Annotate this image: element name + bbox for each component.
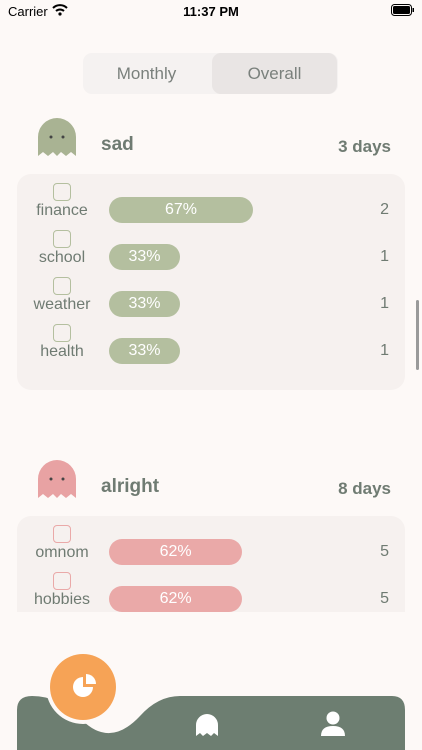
category-label: omnom: [35, 544, 89, 561]
scroll-area: sad 3 days finance 67% 2 school 33% 1 weather 33%…: [0, 100, 422, 612]
mood-name: alright: [101, 476, 160, 497]
category-icon: [53, 324, 71, 342]
category-label: finance: [36, 202, 88, 219]
mood-icon: [38, 460, 76, 498]
percent-bar: 33%: [109, 291, 180, 317]
category-count: 1: [380, 342, 389, 359]
mood-card: finance 67% 2 school 33% 1 weather 33% 1 health 33…: [17, 174, 405, 390]
tab-bar: [17, 650, 405, 750]
mood-tab[interactable]: [196, 714, 218, 736]
mood-days: 3 days: [338, 137, 391, 156]
clock: 11:37 PM: [183, 4, 239, 19]
mood-name: sad: [101, 134, 134, 155]
category-count: 2: [380, 201, 389, 218]
tab-option[interactable]: Monthly: [84, 53, 209, 94]
percent-bar: 33%: [109, 338, 180, 364]
category-label: school: [38, 249, 86, 266]
category-icon: [53, 183, 71, 201]
tab-option[interactable]: Overall: [212, 53, 337, 94]
profile-tab[interactable]: [326, 711, 340, 725]
category-count: 5: [380, 543, 389, 560]
category-icon: [53, 230, 71, 248]
percent-bar: 67%: [109, 197, 254, 223]
mood-icon: [38, 118, 76, 156]
category-icon: [53, 525, 71, 543]
category-label: weather: [33, 296, 91, 313]
carrier: Carrier: [8, 4, 48, 19]
percent-bar: 62%: [109, 539, 243, 565]
category-label: hobbies: [33, 591, 91, 608]
category-icon: [53, 572, 71, 590]
mood-days: 8 days: [338, 479, 391, 498]
battery-icon: [391, 4, 414, 16]
category-count: 1: [380, 248, 389, 265]
category-count: 5: [380, 590, 389, 607]
category-label: health: [40, 343, 84, 360]
category-count: 1: [380, 295, 389, 312]
percent-bar: 62%: [109, 586, 243, 612]
wifi-icon: [52, 4, 68, 16]
percent-bar: 33%: [109, 244, 180, 270]
scroll-indicator: [416, 300, 419, 370]
mood-card: omnom 62% 5 hobbies 62% 5: [17, 516, 405, 612]
category-icon: [53, 277, 71, 295]
